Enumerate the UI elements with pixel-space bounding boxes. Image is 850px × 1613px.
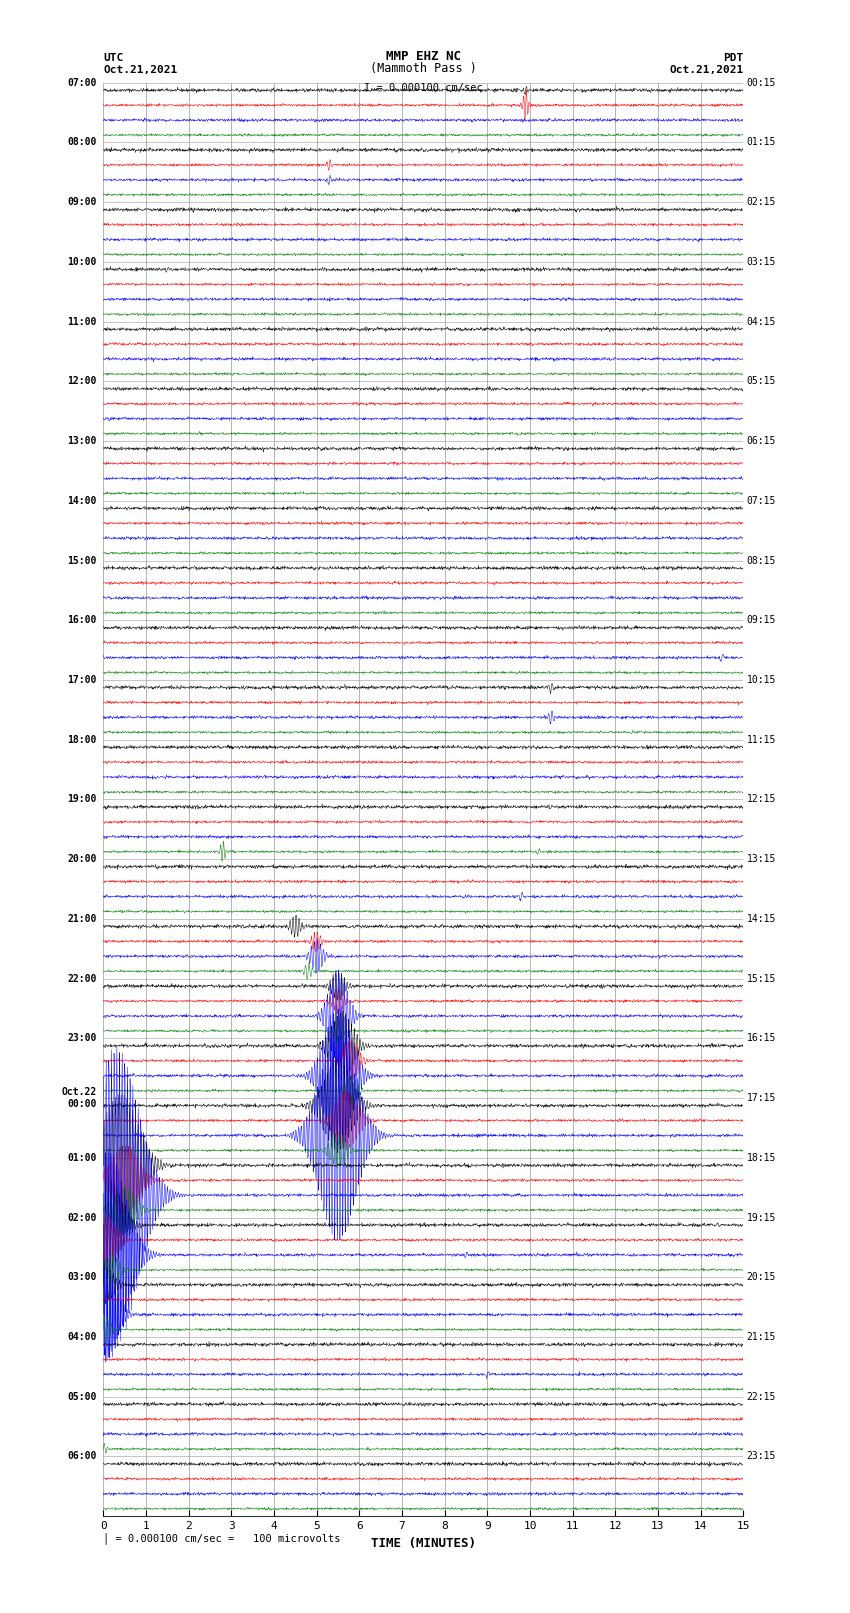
- Text: 02:15: 02:15: [746, 197, 776, 206]
- Text: 10:00: 10:00: [68, 256, 97, 266]
- Text: 00:15: 00:15: [746, 77, 776, 87]
- Text: 12:00: 12:00: [68, 376, 97, 387]
- Text: 22:00: 22:00: [68, 974, 97, 984]
- Text: 07:15: 07:15: [746, 495, 776, 506]
- Text: 01:00: 01:00: [68, 1153, 97, 1163]
- Text: 03:15: 03:15: [746, 256, 776, 266]
- Text: 19:15: 19:15: [746, 1213, 776, 1223]
- Text: 22:15: 22:15: [746, 1392, 776, 1402]
- Text: 13:00: 13:00: [68, 436, 97, 447]
- Text: 08:15: 08:15: [746, 555, 776, 566]
- Text: 05:15: 05:15: [746, 376, 776, 387]
- Text: 14:15: 14:15: [746, 915, 776, 924]
- Text: 11:00: 11:00: [68, 316, 97, 327]
- Text: 13:15: 13:15: [746, 855, 776, 865]
- Text: 16:15: 16:15: [746, 1034, 776, 1044]
- Text: 23:15: 23:15: [746, 1452, 776, 1461]
- Text: 03:00: 03:00: [68, 1273, 97, 1282]
- Text: 09:00: 09:00: [68, 197, 97, 206]
- Text: 23:00: 23:00: [68, 1034, 97, 1044]
- Text: 16:00: 16:00: [68, 615, 97, 626]
- Text: 05:00: 05:00: [68, 1392, 97, 1402]
- Text: PDT: PDT: [723, 53, 743, 63]
- Text: 20:00: 20:00: [68, 855, 97, 865]
- Text: 04:00: 04:00: [68, 1332, 97, 1342]
- Text: 01:15: 01:15: [746, 137, 776, 147]
- Text: 18:15: 18:15: [746, 1153, 776, 1163]
- Text: I = 0.000100 cm/sec: I = 0.000100 cm/sec: [364, 82, 483, 92]
- X-axis label: TIME (MINUTES): TIME (MINUTES): [371, 1537, 476, 1550]
- Text: 02:00: 02:00: [68, 1213, 97, 1223]
- Text: 21:15: 21:15: [746, 1332, 776, 1342]
- Text: Oct.21,2021: Oct.21,2021: [669, 65, 743, 74]
- Text: 12:15: 12:15: [746, 795, 776, 805]
- Text: 19:00: 19:00: [68, 795, 97, 805]
- Text: 21:00: 21:00: [68, 915, 97, 924]
- Text: 15:15: 15:15: [746, 974, 776, 984]
- Text: 11:15: 11:15: [746, 736, 776, 745]
- Text: 15:00: 15:00: [68, 555, 97, 566]
- Text: (Mammoth Pass ): (Mammoth Pass ): [370, 61, 477, 74]
- Text: 06:15: 06:15: [746, 436, 776, 447]
- Text: MMP EHZ NC: MMP EHZ NC: [386, 50, 461, 63]
- Text: 10:15: 10:15: [746, 674, 776, 686]
- Text: 17:00: 17:00: [68, 674, 97, 686]
- Text: Oct.22
00:00: Oct.22 00:00: [62, 1087, 97, 1108]
- Text: 18:00: 18:00: [68, 736, 97, 745]
- Text: 20:15: 20:15: [746, 1273, 776, 1282]
- Text: Oct.21,2021: Oct.21,2021: [104, 65, 178, 74]
- Text: UTC: UTC: [104, 53, 123, 63]
- Text: 04:15: 04:15: [746, 316, 776, 327]
- Text: 07:00: 07:00: [68, 77, 97, 87]
- Text: 08:00: 08:00: [68, 137, 97, 147]
- Text: 14:00: 14:00: [68, 495, 97, 506]
- Text: 09:15: 09:15: [746, 615, 776, 626]
- Text: 06:00: 06:00: [68, 1452, 97, 1461]
- Text: 17:15: 17:15: [746, 1094, 776, 1103]
- Text: │ = 0.000100 cm/sec =   100 microvolts: │ = 0.000100 cm/sec = 100 microvolts: [104, 1532, 341, 1544]
